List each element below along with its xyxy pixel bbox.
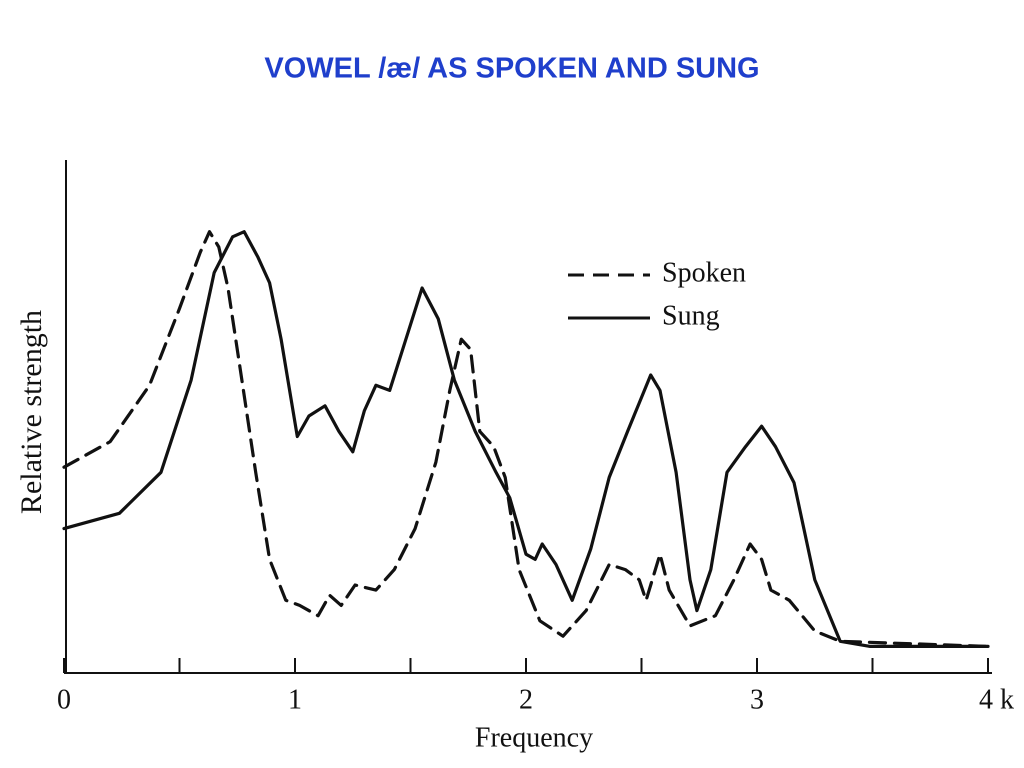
x-tick-label: 2 [519,684,533,715]
series-line [62,230,990,648]
x-tick-label: 3 [750,684,764,715]
chart-title: VOWEL /æ/ AS SPOKEN AND SUNG [264,53,759,85]
x-tick-label: 0 [57,684,71,715]
x-axis-label: Frequency [475,722,593,753]
legend-label: Spoken [662,257,746,288]
x-tick-label: 4 k [979,684,1014,715]
legend-label: Sung [662,300,720,331]
y-axis-label: Relative strength [15,310,48,514]
x-tick-label: 1 [288,684,302,715]
series-line [62,230,990,648]
